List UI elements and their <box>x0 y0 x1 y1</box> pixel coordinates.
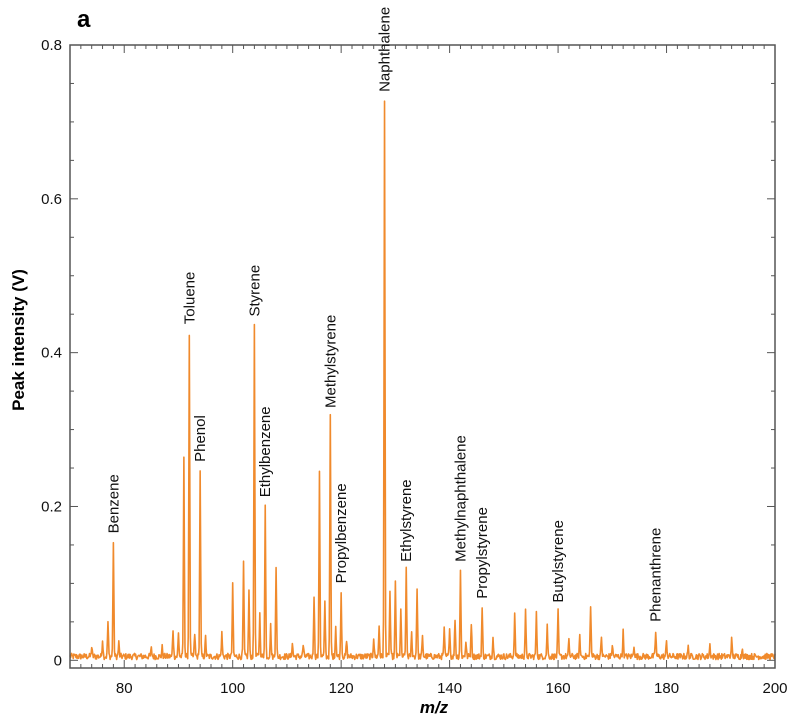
peak-label: Naphthalene <box>377 7 394 92</box>
x-tick-label: 180 <box>654 680 679 697</box>
peak-annotations: Benzene Toluene Phenol Styrene Ethylbenzene M… <box>105 7 664 622</box>
x-tick-label: 200 <box>762 680 787 697</box>
peak-label: Propylbenzene <box>333 483 350 583</box>
peak-label: Propylstyrene <box>474 507 491 599</box>
panel-label: a <box>77 6 91 33</box>
peak-label: Ethylstyrene <box>398 479 415 562</box>
peak-label: Styrene <box>246 265 263 317</box>
x-tick-label: 80 <box>116 680 133 697</box>
x-tick-label: 140 <box>437 680 462 697</box>
x-axis: 80 100 120 140 160 180 200 <box>69 45 788 697</box>
x-tick-label: 120 <box>329 680 354 697</box>
x-tick-label: 160 <box>546 680 571 697</box>
spectrum-trace-group <box>69 100 776 661</box>
plot-frame <box>69 44 776 669</box>
peak-label: Ethylbenzene <box>257 406 274 497</box>
y-tick-label: 0.8 <box>41 37 62 54</box>
peak-label: Butylstyrene <box>550 520 567 603</box>
y-tick-label: 0.6 <box>41 191 62 208</box>
x-axis-title: m/z <box>420 698 449 717</box>
peak-label: Phenanthrene <box>648 528 665 622</box>
y-tick-label: 0 <box>54 652 62 669</box>
peak-label: Benzene <box>105 474 122 533</box>
x-tick-label: 100 <box>220 680 245 697</box>
y-tick-label: 0.2 <box>41 498 62 515</box>
y-axis-title: Peak intensity (V) <box>9 269 28 411</box>
peak-label: Methylstyrene <box>322 315 339 408</box>
y-axis: 0 0.2 0.4 0.6 0.8 <box>41 37 775 669</box>
y-tick-label: 0.4 <box>41 345 62 362</box>
spectrum-trace <box>69 100 776 661</box>
peak-label: Toluene <box>181 272 198 325</box>
peak-label: Phenol <box>192 415 209 462</box>
peak-label: Methylnaphthalene <box>453 435 470 562</box>
